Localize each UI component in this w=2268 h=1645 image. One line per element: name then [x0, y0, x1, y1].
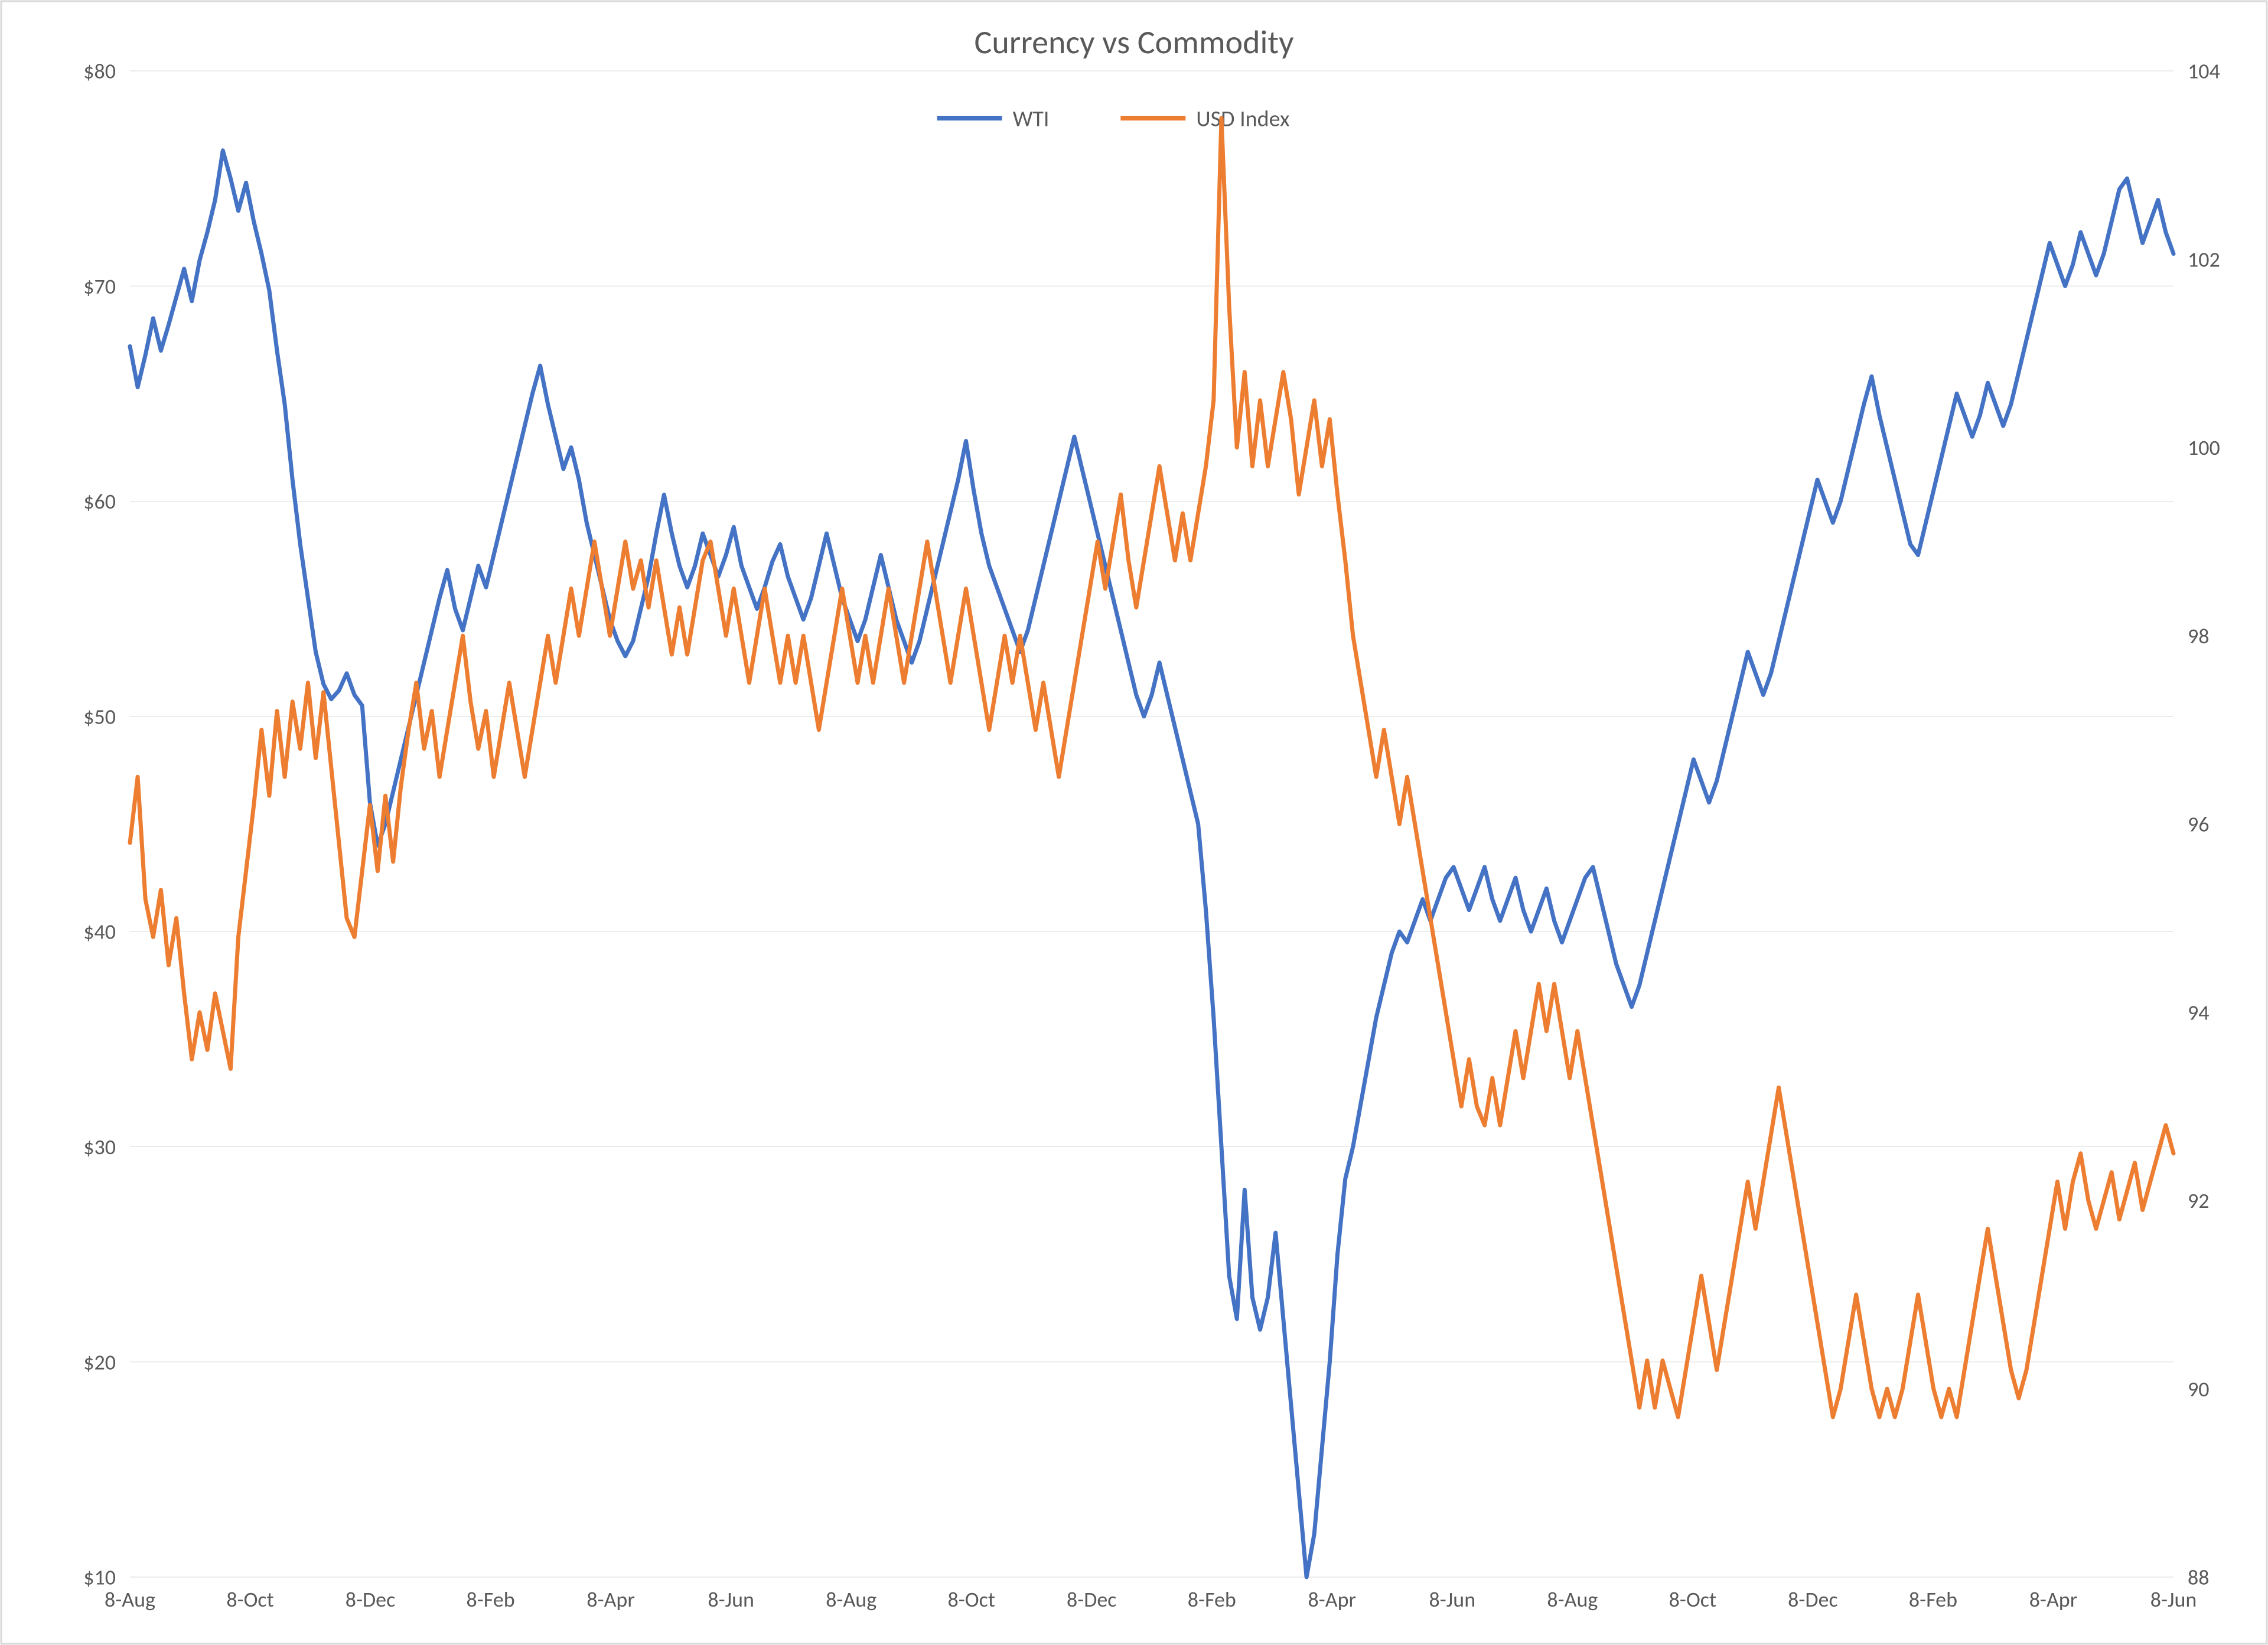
- y-left-tick-label: $50: [83, 703, 116, 729]
- x-tick-label: 8-Feb: [1909, 1587, 1957, 1613]
- x-tick-label: 8-Aug: [105, 1587, 155, 1613]
- y-right-tick-label: 100: [2188, 435, 2220, 461]
- x-tick-label: 8-Dec: [1788, 1587, 1838, 1613]
- y-left-tick-label: $80: [83, 58, 116, 84]
- x-tick-label: 8-Aug: [826, 1587, 876, 1613]
- y-right-tick-label: 96: [2188, 812, 2210, 838]
- y-right-tick-label: 90: [2188, 1376, 2210, 1402]
- chart-container: Currency vs CommodityWTIUSD Index$10$20$…: [0, 0, 2268, 1645]
- legend-label-wti: WTI: [1013, 105, 1050, 132]
- line-chart: Currency vs CommodityWTIUSD Index$10$20$…: [0, 0, 2268, 1645]
- x-tick-label: 8-Jun: [2150, 1587, 2197, 1613]
- x-tick-label: 8-Jun: [708, 1587, 754, 1613]
- x-tick-label: 8-Aug: [1547, 1587, 1598, 1613]
- y-left-tick-label: $60: [83, 488, 116, 514]
- chart-title: Currency vs Commodity: [975, 22, 1294, 63]
- chart-border: [1, 1, 2267, 1644]
- x-tick-label: 8-Apr: [1308, 1587, 1357, 1613]
- y-left-tick-label: $30: [83, 1134, 116, 1160]
- x-tick-label: 8-Apr: [586, 1587, 635, 1613]
- legend-label-usd-index: USD Index: [1196, 105, 1290, 132]
- y-right-tick-label: 104: [2188, 58, 2220, 84]
- x-tick-label: 8-Oct: [1669, 1587, 1716, 1613]
- y-right-tick-label: 102: [2188, 246, 2220, 272]
- x-tick-label: 8-Dec: [346, 1587, 396, 1613]
- y-left-tick-label: $40: [83, 919, 116, 945]
- x-tick-label: 8-Jun: [1429, 1587, 1476, 1613]
- y-left-tick-label: $20: [83, 1349, 116, 1375]
- x-tick-label: 8-Feb: [1188, 1587, 1236, 1613]
- x-tick-label: 8-Dec: [1067, 1587, 1117, 1613]
- x-tick-label: 8-Feb: [467, 1587, 515, 1613]
- y-right-tick-label: 98: [2188, 623, 2210, 649]
- x-tick-label: 8-Oct: [948, 1587, 995, 1613]
- y-left-tick-label: $70: [83, 273, 116, 299]
- x-tick-label: 8-Oct: [226, 1587, 273, 1613]
- x-tick-label: 8-Apr: [2029, 1587, 2078, 1613]
- y-right-tick-label: 94: [2188, 999, 2210, 1025]
- y-right-tick-label: 92: [2188, 1188, 2210, 1214]
